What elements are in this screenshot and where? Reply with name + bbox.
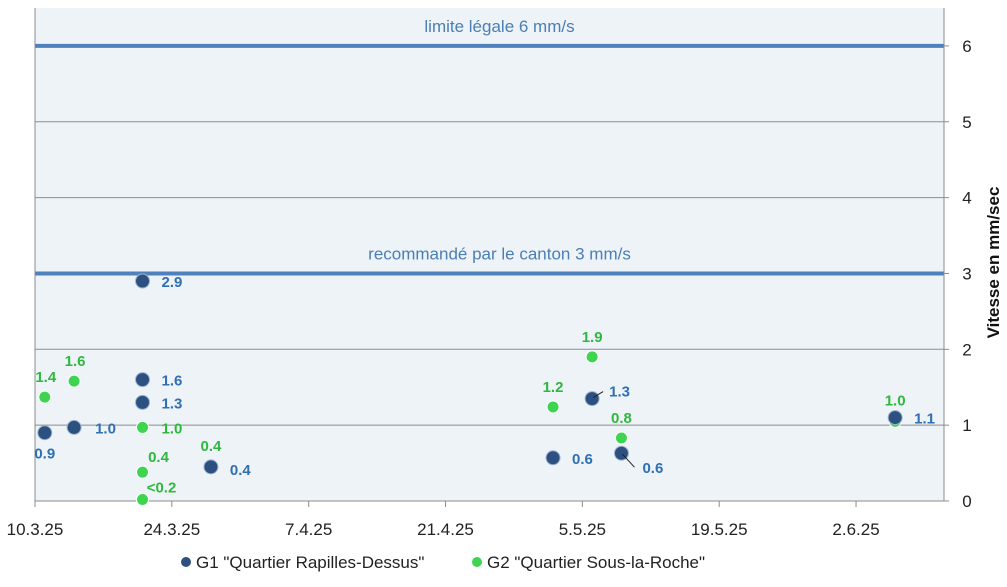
g1-data-label: 1.3	[609, 384, 630, 401]
reference-lines: limite légale 6 mm/s recommandé par le ca…	[35, 17, 944, 276]
x-tick-label: 19.5.25	[691, 520, 748, 539]
x-tick-label: 2.6.25	[832, 520, 879, 539]
x-tick-label: 24.3.25	[143, 520, 200, 539]
g1-data-label: 0.4	[230, 462, 252, 479]
y-tick-label: 1	[962, 416, 971, 435]
g2-data-label: <0.2	[147, 479, 177, 496]
x-tick-label: 21.4.25	[417, 520, 474, 539]
g2-data-label: 0.4	[201, 438, 223, 455]
g1-data-label: 1.6	[162, 373, 183, 390]
y-tick-label: 5	[962, 113, 971, 132]
legend-marker-g2	[472, 557, 482, 567]
x-tick-label: 10.3.25	[7, 520, 64, 539]
y-tick-label: 6	[962, 37, 971, 56]
legend-entry-g2: G2 "Quartier Sous-la-Roche"	[487, 553, 705, 572]
g1-point	[203, 459, 219, 475]
g1-point	[135, 394, 151, 410]
g2-point	[136, 420, 150, 434]
y-tick-label: 0	[962, 492, 971, 511]
y-axis-title: Vitesse en mm/sec	[984, 187, 1003, 339]
x-tick-label: 5.5.25	[559, 520, 606, 539]
plot-background	[35, 8, 944, 501]
g1-data-label: 0.9	[34, 446, 55, 463]
y-tick-label: 4	[962, 189, 971, 208]
g2-point	[546, 400, 560, 414]
g1-data-label: 0.6	[642, 460, 663, 477]
legend-marker-g1	[181, 557, 191, 567]
g2-data-label: 0.8	[611, 410, 632, 427]
g2-data-label: 1.9	[582, 329, 603, 346]
x-tick-label: 7.4.25	[285, 520, 332, 539]
y-tick-label: 2	[962, 340, 971, 359]
g1-point	[135, 273, 151, 289]
g1-point	[887, 410, 903, 426]
g1-point	[135, 372, 151, 388]
g1-data-label: 2.9	[162, 274, 183, 291]
g1-point	[37, 425, 53, 441]
g2-point	[585, 350, 599, 364]
g2-point	[614, 431, 628, 445]
legend-entry-g1: G1 "Quartier Rapilles-Dessus"	[196, 553, 424, 572]
g2-data-label: 1.0	[162, 420, 183, 437]
reference-line-label: limite légale 6 mm/s	[424, 17, 574, 36]
y-tick-label: 3	[962, 264, 971, 283]
g1-point	[584, 391, 600, 407]
g1-data-label: 1.0	[95, 420, 116, 437]
reference-line-label: recommandé par le canton 3 mm/s	[368, 244, 631, 263]
g2-point	[136, 492, 150, 506]
g2-data-label: 1.0	[885, 392, 906, 409]
g2-data-label: 0.4	[148, 449, 170, 466]
g1-point	[66, 419, 82, 435]
g1-label-leader	[622, 453, 635, 468]
data-labels: 1.4 1.6 1.0 0.4 <0.2 0.4 1.2 1.9 0.8 1.0 0.9 1.0 2.9…	[34, 274, 935, 496]
g2-data-label: 1.4	[35, 369, 57, 386]
data-points	[37, 273, 903, 506]
g2-point	[136, 465, 150, 479]
g1-label-leader	[592, 391, 604, 399]
g2-point	[67, 374, 81, 388]
g1-data-label: 1.3	[162, 395, 183, 412]
g1-point	[545, 450, 561, 466]
g1-data-label: 1.1	[914, 411, 935, 428]
g1-data-label: 0.6	[572, 451, 593, 468]
axes: 0 1 2 3 4 5 6 10.3.25 24.3.25 7.4.25 21.4.25 5.5.25…	[7, 8, 1003, 539]
legend: G1 "Quartier Rapilles-Dessus" G2 "Quartie…	[181, 553, 705, 572]
g2-data-label: 1.6	[65, 353, 86, 370]
g2-point	[38, 390, 52, 404]
g2-data-label: 1.2	[543, 379, 564, 396]
